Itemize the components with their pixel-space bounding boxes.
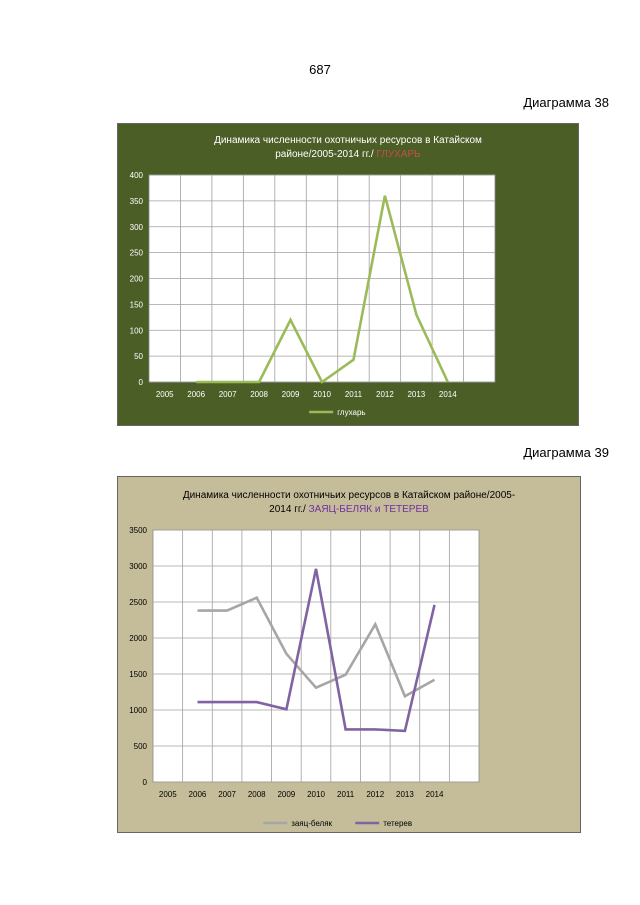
y-tick-label: 0 xyxy=(143,778,148,787)
x-tick-label: 2012 xyxy=(366,790,384,799)
y-tick-label: 3500 xyxy=(129,526,147,535)
chart-title: Динамика численности охотничьих ресурсов… xyxy=(118,134,578,162)
series-line-тетерев xyxy=(197,568,436,733)
x-tick-label: 2010 xyxy=(313,390,331,399)
x-tick-label: 2007 xyxy=(218,790,236,799)
x-tick-label: 2005 xyxy=(156,390,174,399)
legend: глухарь xyxy=(309,408,366,417)
x-tick-label: 2013 xyxy=(407,390,425,399)
y-tick-label: 250 xyxy=(130,249,144,258)
y-tick-label: 1000 xyxy=(129,706,147,715)
legend-label: тетерев xyxy=(383,819,412,828)
y-tick-label: 200 xyxy=(130,275,144,284)
x-tick-label: 2009 xyxy=(277,790,295,799)
y-tick-label: 2500 xyxy=(129,598,147,607)
y-tick-label: 300 xyxy=(130,223,144,232)
page-number: 687 xyxy=(309,62,331,77)
diagram-38-label: Диаграмма 38 xyxy=(523,95,609,110)
y-tick-label: 500 xyxy=(134,742,148,751)
y-tick-label: 3000 xyxy=(129,562,147,571)
diagram-39-label: Диаграмма 39 xyxy=(523,445,609,460)
chart-svg: 0 50 100 150 200 250 300 350 400 2005 2006 2007 2008… xyxy=(130,171,496,417)
x-tick-label: 2014 xyxy=(439,390,457,399)
chart-panel-hare-grouse: Динамика численности охотничьих ресурсов… xyxy=(117,476,581,833)
x-tick-label: 2011 xyxy=(337,790,355,799)
chart-title: Динамика численности охотничьих ресурсов… xyxy=(118,489,580,517)
y-tick-label: 1500 xyxy=(129,670,147,679)
x-tick-label: 2005 xyxy=(159,790,177,799)
series-line-глухарь xyxy=(196,195,449,384)
x-tick-label: 2008 xyxy=(248,790,266,799)
y-tick-label: 50 xyxy=(134,352,143,361)
y-tick-label: 2000 xyxy=(129,634,147,643)
x-tick-label: 2009 xyxy=(282,390,300,399)
chart-title-species: ЗАЯЦ-БЕЛЯК и ТЕТЕРЕВ xyxy=(308,504,429,515)
y-tick-label: 150 xyxy=(130,300,144,309)
chart-title-line2: 2014 гг./ xyxy=(269,504,309,515)
x-tick-label: 2006 xyxy=(187,390,205,399)
x-tick-label: 2007 xyxy=(219,390,237,399)
series-line-заяц-беляк xyxy=(197,596,436,699)
chart-title-line1: Динамика численности охотничьих ресурсов… xyxy=(214,135,482,146)
legend-label: глухарь xyxy=(337,408,365,417)
chart-title-line1: Динамика численности охотничьих ресурсов… xyxy=(182,490,516,501)
chart-panel-capercaillie: Динамика численности охотничьих ресурсов… xyxy=(117,123,579,426)
y-tick-label: 100 xyxy=(130,326,144,335)
y-tick-label: 0 xyxy=(139,378,144,387)
x-tick-label: 2008 xyxy=(250,390,268,399)
legend: заяц-беляк тетерев xyxy=(263,819,412,828)
x-tick-label: 2013 xyxy=(396,790,414,799)
chart-svg: 0 500 1000 1500 2000 2500 3000 3500 2005 2006 2007… xyxy=(129,526,480,828)
y-tick-label: 400 xyxy=(130,171,144,180)
x-tick-label: 2012 xyxy=(376,390,394,399)
x-tick-label: 2006 xyxy=(189,790,207,799)
chart-title-line2: районе/2005-2014 гг./ xyxy=(275,149,377,160)
plot-area xyxy=(152,529,480,783)
legend-label: заяц-беляк xyxy=(291,819,332,828)
y-tick-label: 350 xyxy=(130,197,144,206)
x-tick-label: 2011 xyxy=(345,390,363,399)
x-tick-label: 2010 xyxy=(307,790,325,799)
x-tick-label: 2014 xyxy=(426,790,444,799)
chart-title-species: ГЛУХАРЬ xyxy=(376,149,421,160)
